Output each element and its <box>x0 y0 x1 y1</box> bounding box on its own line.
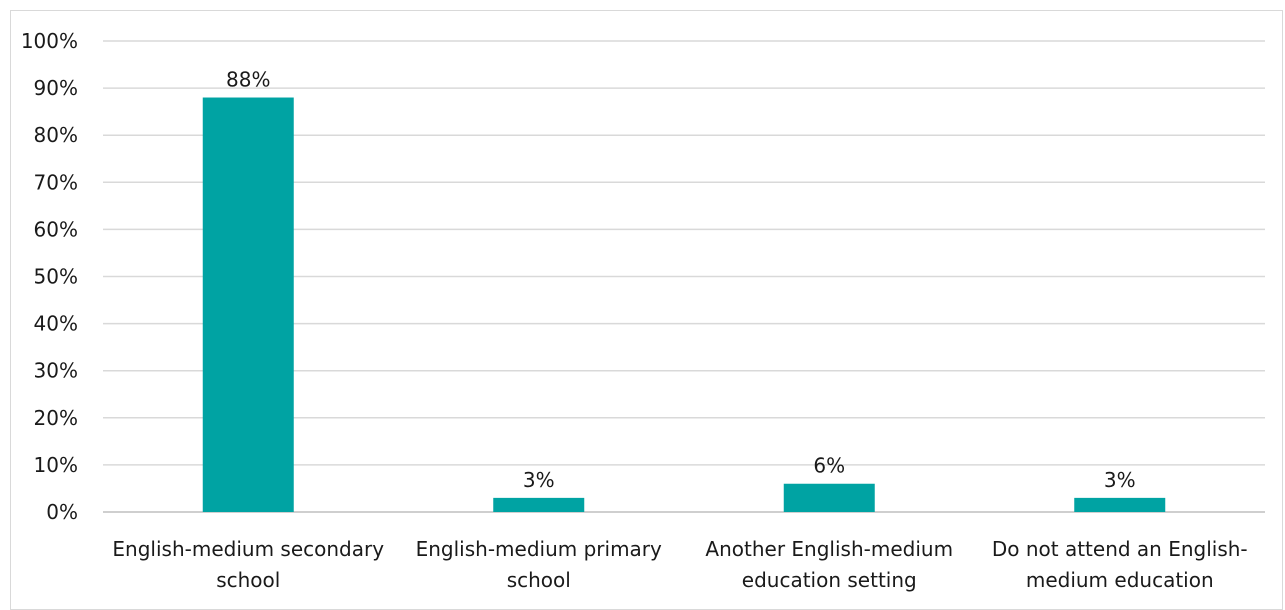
data-label: 3% <box>523 468 555 492</box>
y-tick-label: 50% <box>34 265 78 289</box>
category-label: English-medium secondary <box>112 537 384 561</box>
bar <box>1074 497 1166 512</box>
y-axis-ticks: 0% 10% 20% 30% 40% 50% 60% 70% 80% 90% 100% <box>21 29 78 524</box>
category-label: Do not attend an English- <box>992 537 1248 561</box>
data-label: 88% <box>226 68 270 92</box>
bar <box>202 97 294 513</box>
x-axis-categories: English-medium secondary school English-me… <box>112 537 1247 592</box>
y-tick-label: 40% <box>34 312 78 336</box>
y-tick-label: 20% <box>34 406 78 430</box>
y-tick-label: 0% <box>46 500 78 524</box>
gridlines <box>103 40 1265 513</box>
data-labels: 88% 3% 6% 3% <box>226 68 1136 492</box>
y-tick-label: 10% <box>34 453 78 477</box>
bar <box>783 483 875 512</box>
y-tick-label: 30% <box>34 359 78 383</box>
data-label: 6% <box>813 454 845 478</box>
category-label: medium education <box>1026 568 1214 592</box>
y-tick-label: 70% <box>34 170 78 194</box>
bar <box>493 497 585 512</box>
y-tick-label: 80% <box>34 123 78 147</box>
category-label: education setting <box>742 568 917 592</box>
y-tick-label: 90% <box>34 76 78 100</box>
y-tick-label: 100% <box>21 29 78 53</box>
bars <box>202 97 1166 513</box>
category-label: Another English-medium <box>705 537 953 561</box>
category-label: English-medium primary <box>416 537 662 561</box>
y-tick-label: 60% <box>34 217 78 241</box>
category-label: school <box>507 568 571 592</box>
category-label: school <box>216 568 280 592</box>
data-label: 3% <box>1104 468 1136 492</box>
